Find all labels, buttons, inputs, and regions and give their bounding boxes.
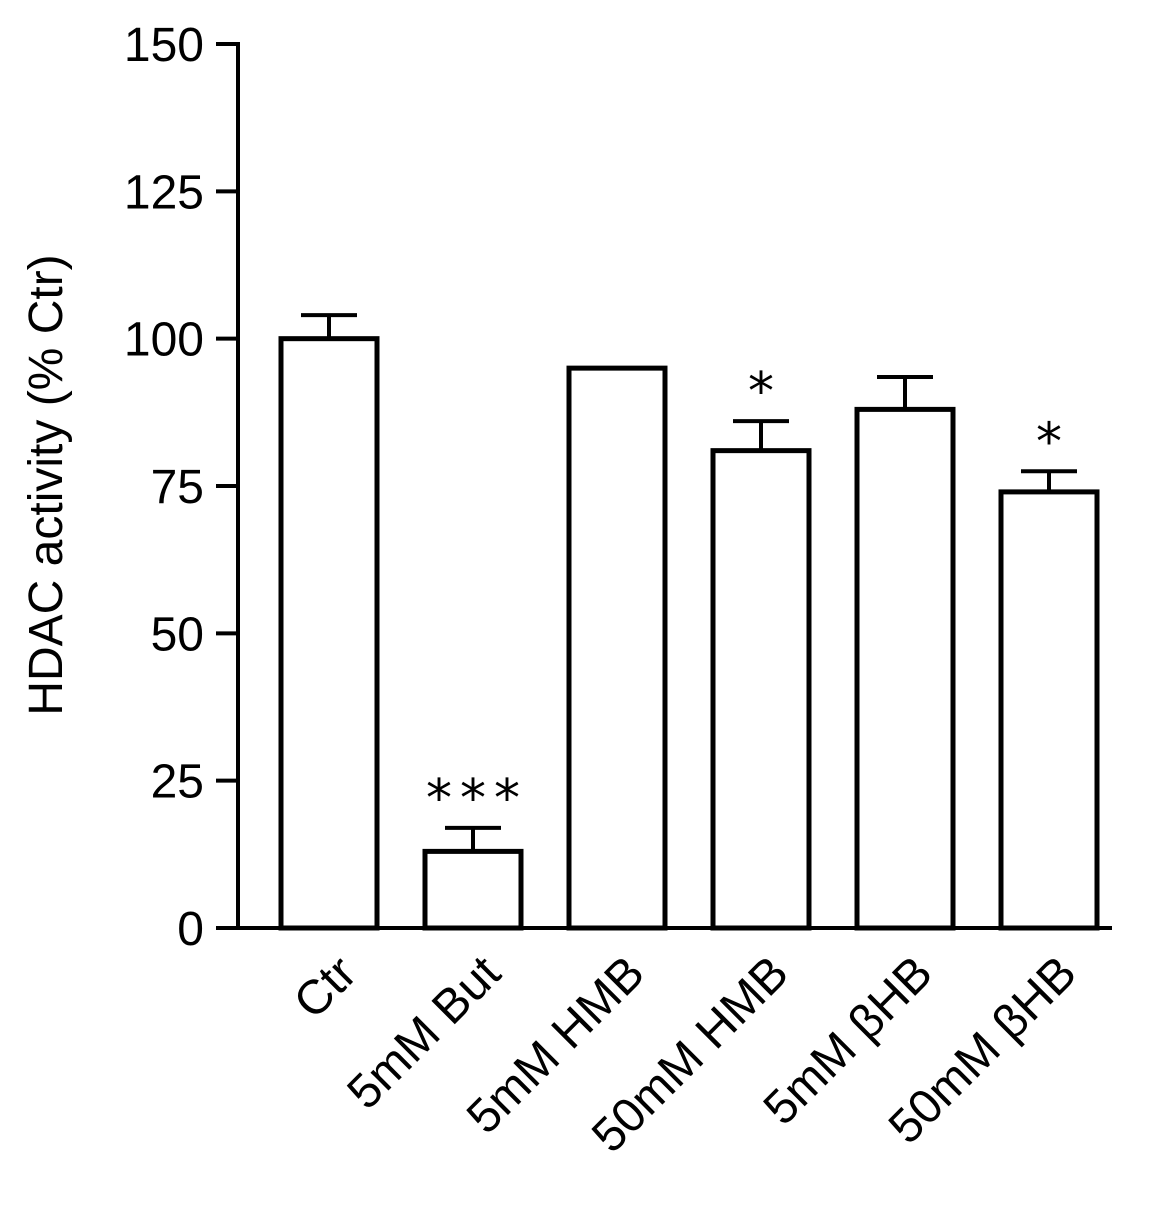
y-tick-label: 50	[151, 608, 204, 661]
bar	[998, 489, 1100, 931]
y-tick-label: 75	[151, 461, 204, 514]
bar	[710, 448, 812, 931]
significance-marker: *	[748, 362, 782, 422]
y-axis-ticks: 0 25 50 75 100 125 150	[124, 19, 238, 956]
y-tick-label: 0	[177, 903, 204, 956]
y-tick-label: 100	[124, 314, 204, 367]
y-tick-label: 125	[124, 166, 204, 219]
y-tick-label: 25	[151, 756, 204, 809]
significance-marker: *	[1036, 412, 1070, 472]
bar	[854, 406, 956, 931]
bar	[422, 848, 524, 931]
category-label: Ctr	[284, 946, 367, 1029]
significance-marker: ***	[426, 769, 528, 829]
y-axis-label: HDAC activity (% Ctr)	[20, 254, 73, 715]
bar	[278, 336, 380, 931]
bar	[566, 365, 668, 931]
bars: *****	[278, 313, 1100, 931]
y-tick-label: 150	[124, 19, 204, 72]
